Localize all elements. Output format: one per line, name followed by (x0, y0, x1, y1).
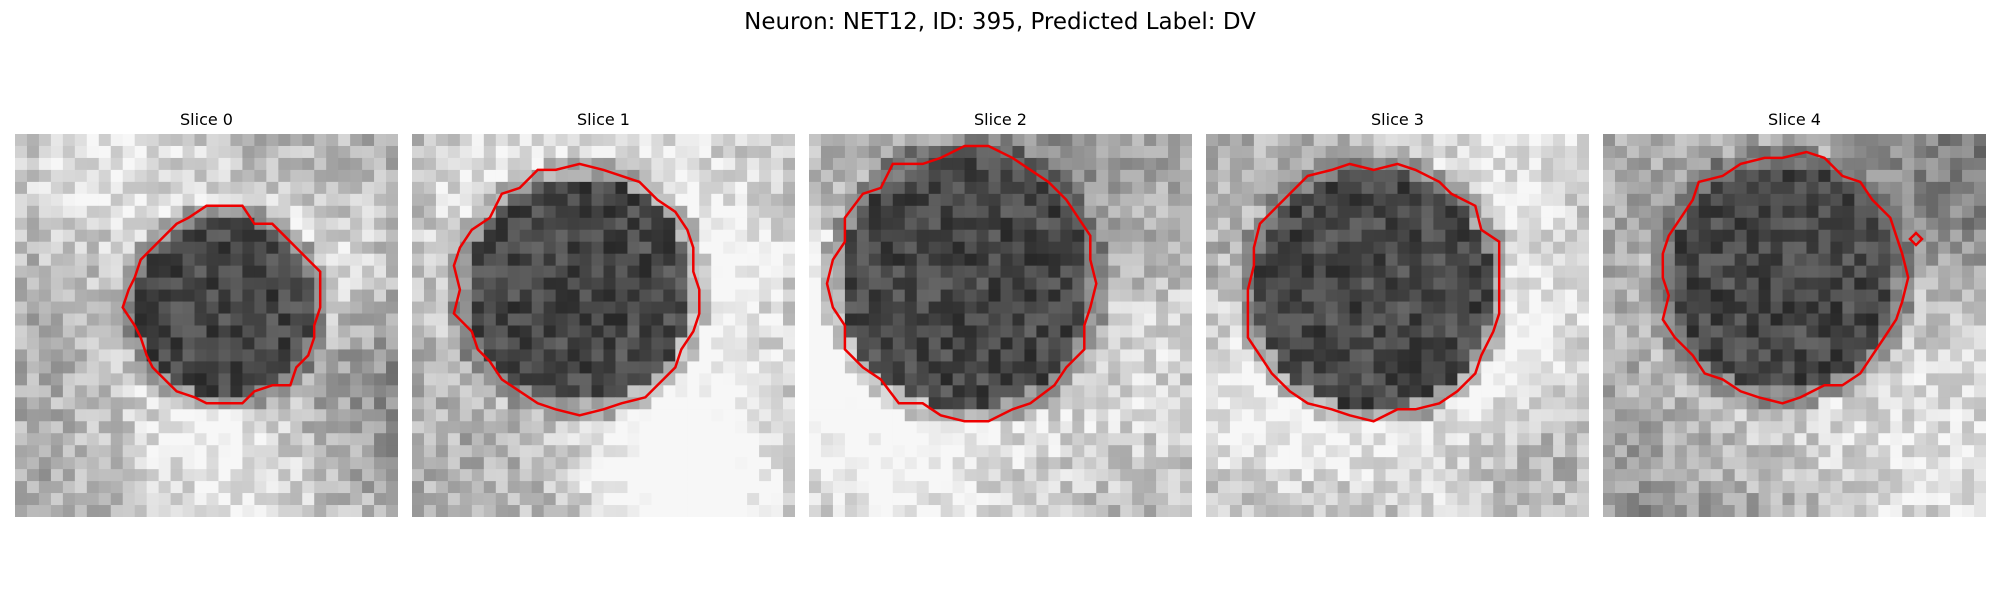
slice-image (1603, 134, 1986, 517)
pixel-grid (809, 134, 1192, 517)
slice-panel-4: Slice 4 (1603, 106, 1986, 517)
segmentation-contour (121, 204, 322, 405)
slice-image (15, 134, 398, 517)
slice-image (809, 134, 1192, 517)
slice-panel-2: Slice 2 (809, 106, 1192, 517)
segmentation-contour (825, 144, 1098, 423)
pixel-grid (1603, 134, 1986, 517)
segmentation-contour (1246, 162, 1501, 423)
slice-image (412, 134, 795, 517)
slice-title: Slice 1 (577, 110, 630, 129)
slice-panel-0: Slice 0 (15, 106, 398, 517)
pixel-grid (412, 134, 795, 517)
slice-panel-3: Slice 3 (1206, 106, 1589, 517)
slice-image (1206, 134, 1589, 517)
pixel-grid (15, 134, 398, 517)
contour-fragment (1908, 231, 1924, 247)
segmentation-contour (452, 162, 701, 417)
slice-title: Slice 4 (1768, 110, 1821, 129)
segmentation-contour (1661, 150, 1910, 405)
slice-panel-1: Slice 1 (412, 106, 795, 517)
slice-title: Slice 0 (180, 110, 233, 129)
slice-title: Slice 2 (974, 110, 1027, 129)
slice-title: Slice 3 (1371, 110, 1424, 129)
pixel-grid (1206, 134, 1589, 517)
figure-title: Neuron: NET12, ID: 395, Predicted Label:… (744, 9, 1256, 35)
